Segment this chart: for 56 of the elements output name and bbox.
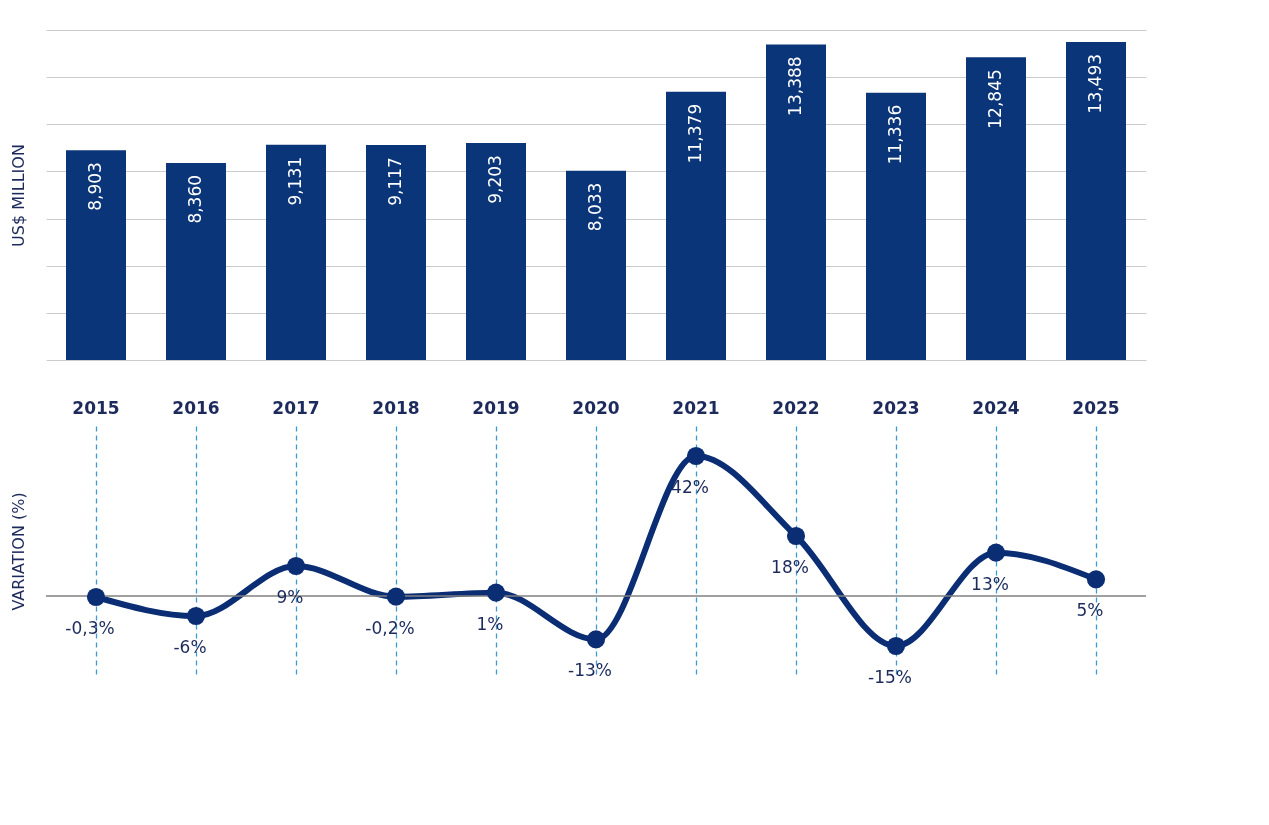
bar <box>1066 41 1126 360</box>
bar <box>266 144 326 360</box>
bar <box>766 44 826 360</box>
x-tick-label: 2015 <box>72 397 120 418</box>
x-tick-label: 2016 <box>172 397 220 418</box>
x-tick-label: 2017 <box>272 397 320 418</box>
data-label: -0,2% <box>365 617 415 638</box>
bar <box>566 170 626 360</box>
x-tick-label: 2022 <box>772 397 820 418</box>
point <box>286 556 306 576</box>
bar <box>66 150 126 360</box>
data-label: 8,033 <box>585 182 605 232</box>
bar <box>466 143 526 360</box>
data-label: 9,117 <box>385 157 405 206</box>
bar <box>966 57 1026 360</box>
x-tick-label: 2025 <box>1072 397 1120 418</box>
x-tick-label: 2023 <box>872 397 920 418</box>
data-label: -13% <box>568 660 612 681</box>
data-label: 8,360 <box>185 174 205 224</box>
data-label: 13,388 <box>785 56 805 116</box>
bar <box>166 162 226 360</box>
data-label: 11,336 <box>885 104 905 165</box>
data-label: 18% <box>771 557 809 577</box>
data-label: -6% <box>173 637 207 657</box>
y-axis-title: VARIATION (%) <box>8 492 28 611</box>
point <box>686 446 706 466</box>
point <box>786 526 806 546</box>
point <box>1086 570 1106 589</box>
point <box>986 543 1006 562</box>
data-label: -0,3% <box>65 618 115 638</box>
data-label: -15% <box>868 667 912 687</box>
bar <box>366 145 426 360</box>
point <box>386 587 406 606</box>
y-axis-title: US$ MILLION <box>8 144 28 247</box>
bar <box>666 91 726 360</box>
data-label: 13,493 <box>1085 53 1105 114</box>
data-label: 5% <box>1076 600 1104 621</box>
data-label: 12,845 <box>985 69 1005 129</box>
x-tick-label: 2018 <box>372 397 420 418</box>
data-label: 8,903 <box>85 162 105 211</box>
x-tick-label: 2021 <box>672 397 720 418</box>
point <box>586 630 606 649</box>
data-label: 9,203 <box>485 155 505 204</box>
x-tick-label: 2024 <box>972 397 1020 418</box>
bar <box>866 92 926 360</box>
point <box>186 606 206 626</box>
data-label: 9,131 <box>285 156 305 206</box>
point <box>486 583 506 602</box>
data-label: 13% <box>971 573 1009 594</box>
data-label: 9% <box>276 587 304 607</box>
point <box>86 587 106 607</box>
point <box>886 636 906 656</box>
data-label: 1% <box>476 613 504 634</box>
x-tick-label: 2020 <box>572 397 620 418</box>
x-tick-label: 2019 <box>472 397 520 418</box>
data-label: 11,379 <box>685 103 705 164</box>
